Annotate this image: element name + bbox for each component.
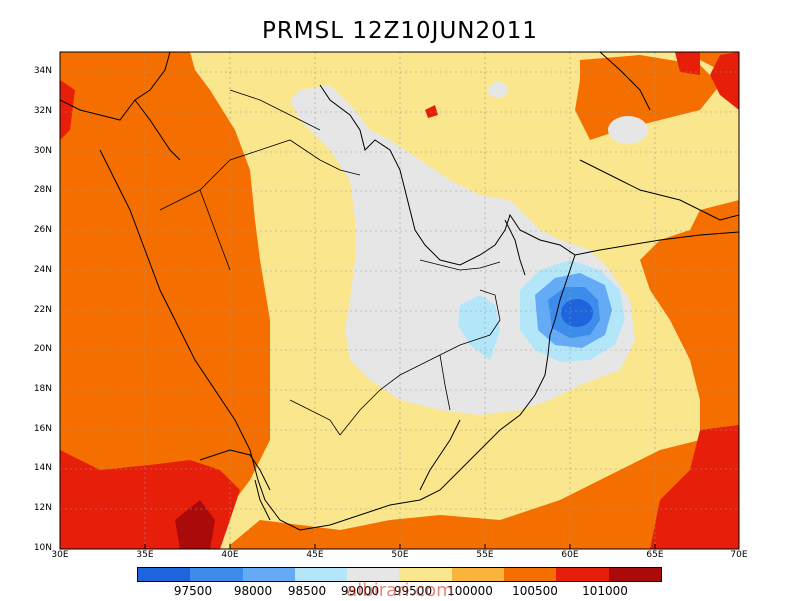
lon-label: 50E [391,550,409,560]
colorbar [137,567,662,582]
colorbar-swatch [242,568,295,581]
colorbar-swatch [347,568,400,581]
colorbar-label: 98000 [233,584,273,598]
colorbar-label: 97500 [173,584,213,598]
colorbar-swatch [399,568,452,581]
lon-label: 65E [646,550,664,560]
lon-label: 30E [51,550,69,560]
lat-label: 20N [33,344,52,354]
colorbar-swatch [294,568,348,581]
lon-label: 45E [306,550,324,560]
colorbar-label: 99500 [393,584,433,598]
lat-label: 28N [33,185,52,195]
lat-label: 10N [33,543,52,553]
coastlines [60,52,739,531]
lat-label: 12N [33,503,52,513]
pressure-field-97500 [561,299,593,327]
colorbar-swatch [504,568,557,581]
colorbar-swatch [608,568,661,581]
axis-ticks [59,544,740,549]
colorbar-swatch [556,568,609,581]
colorbar-label: 100000 [447,584,493,598]
colorbar-swatch [190,568,243,581]
colorbar-label: 100500 [512,584,558,598]
lon-label: 40E [221,550,239,560]
lon-label: 70E [730,550,748,560]
colorbar-label: 101000 [582,584,628,598]
colorbar-label: 99000 [340,584,380,598]
borders [159,89,501,436]
lon-label: 35E [136,550,154,560]
lon-label: 55E [476,550,494,560]
graticule [60,52,739,549]
lat-label: 16N [33,424,52,434]
lat-label: 32N [33,106,52,116]
watermark: albirari.com [346,580,454,601]
lat-label: 22N [33,305,52,315]
map-title: PRMSL 12Z10JUN2011 [261,18,539,44]
lat-label: 24N [33,265,52,275]
lat-label: 14N [33,463,52,473]
lat-label: 34N [33,66,52,76]
lon-label: 60E [561,550,579,560]
colorbar-swatch [138,568,191,581]
lat-label: 30N [33,146,52,156]
lat-label: 26N [33,225,52,235]
lat-label: 18N [33,384,52,394]
colorbar-label: 98500 [287,584,327,598]
colorbar-swatch [451,568,505,581]
